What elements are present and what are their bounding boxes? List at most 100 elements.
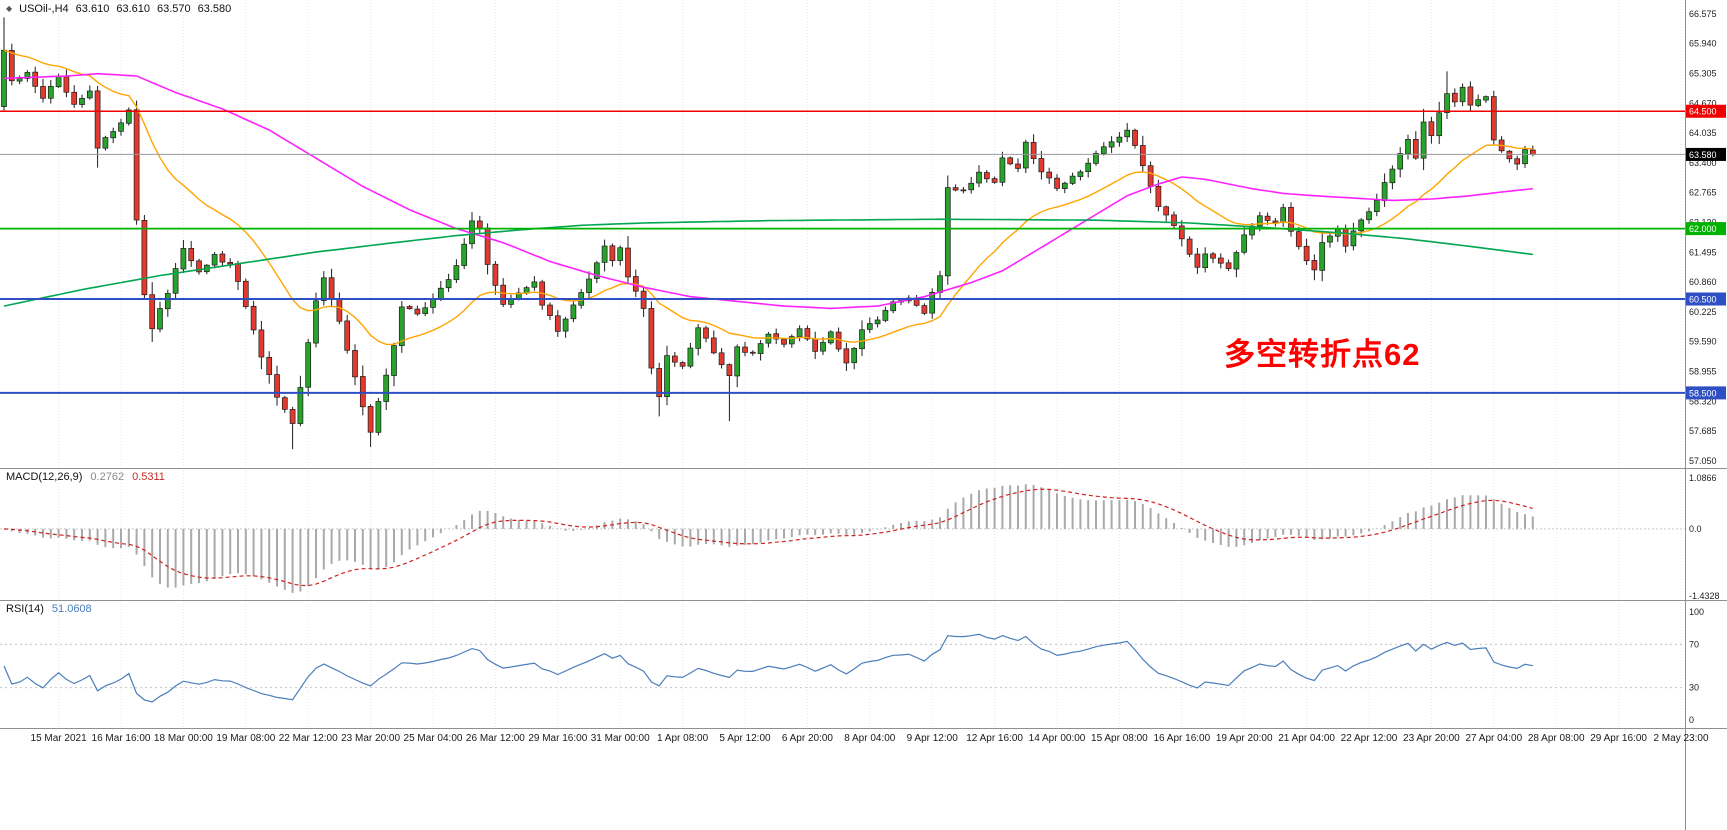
open-value: 63.610 xyxy=(75,3,110,15)
low-value: 63.570 xyxy=(156,3,191,15)
candle-down xyxy=(227,261,234,265)
candle-down xyxy=(492,263,499,286)
price-tick-label: 64.035 xyxy=(1689,128,1717,138)
time-tick-label: 18 Mar 00:00 xyxy=(154,733,213,744)
candle-down xyxy=(952,187,959,191)
candle-up xyxy=(1522,149,1528,165)
candle-up xyxy=(1327,235,1333,243)
candle-down xyxy=(367,406,374,433)
candle-down xyxy=(94,90,101,149)
candle-up xyxy=(757,343,764,354)
candle-up xyxy=(874,319,881,325)
time-tick-label: 8 Apr 04:00 xyxy=(844,733,896,744)
candle-up xyxy=(1280,207,1287,224)
close-value: 63.580 xyxy=(197,3,232,15)
candle-down xyxy=(742,346,748,353)
candle-down xyxy=(1038,158,1045,173)
candle-down xyxy=(679,362,686,367)
candle-down xyxy=(1007,157,1014,165)
candle-up xyxy=(1108,141,1115,148)
time-tick-label: 16 Mar 16:00 xyxy=(92,733,151,744)
candle-up xyxy=(1061,182,1068,189)
candle-up xyxy=(999,157,1006,183)
candle-up xyxy=(118,122,124,132)
candle-up xyxy=(1405,139,1411,155)
candle-down xyxy=(991,178,998,183)
candle-down xyxy=(1303,245,1310,262)
time-tick-label: 14 Apr 00:00 xyxy=(1029,733,1086,744)
candle-down xyxy=(406,306,413,310)
price-tag xyxy=(1686,292,1726,306)
candle-up xyxy=(1124,129,1131,138)
time-tick-label: 28 Apr 08:00 xyxy=(1528,733,1585,744)
candle-up xyxy=(320,277,327,301)
time-tick-label: 12 Apr 16:00 xyxy=(966,733,1023,744)
time-axis-area[interactable] xyxy=(0,729,1685,830)
rsi-indicator-label: RSI(14) 51.0608 xyxy=(6,603,92,615)
macd-main-value: 0.2762 xyxy=(90,471,125,483)
time-tick-label: 23 Apr 20:00 xyxy=(1403,733,1460,744)
candle-down xyxy=(149,294,156,330)
price-axis-area[interactable] xyxy=(1685,0,1727,830)
price-tag xyxy=(1686,104,1726,118)
candle-down xyxy=(921,305,928,314)
candle-down xyxy=(710,337,717,354)
candle-down xyxy=(1194,253,1201,268)
candle-up xyxy=(937,275,943,293)
time-tick-label: 9 Apr 12:00 xyxy=(907,733,959,744)
rsi-tick-label: 30 xyxy=(1689,683,1699,693)
candle-up xyxy=(1100,146,1107,154)
candle-down xyxy=(1186,238,1193,255)
candle-up xyxy=(1436,112,1443,137)
price-tick-label: 57.685 xyxy=(1689,426,1717,436)
candle-up xyxy=(851,347,858,364)
candle-down xyxy=(1171,214,1177,226)
candle-down xyxy=(1272,220,1279,223)
candle-down xyxy=(242,280,249,307)
rsi-tick-label: 70 xyxy=(1689,639,1699,649)
candle-up xyxy=(211,254,218,266)
candle-up xyxy=(890,301,897,312)
time-tick-label: 19 Mar 08:00 xyxy=(216,733,275,744)
candle-down xyxy=(63,76,70,93)
candle-up xyxy=(859,329,865,350)
candle-down xyxy=(1139,145,1146,167)
candle-down xyxy=(1264,215,1271,221)
candle-down xyxy=(609,245,616,262)
price-tick-label: 65.940 xyxy=(1689,39,1717,49)
candle-up xyxy=(24,72,31,79)
candle-up xyxy=(1381,182,1388,202)
instrument-icon: ◆ xyxy=(6,4,13,13)
time-tick-label: 16 Apr 16:00 xyxy=(1153,733,1210,744)
candle-down xyxy=(983,172,990,180)
chart-ohlc-header: ◆ USOil-,H4 63.610 63.610 63.570 63.580 xyxy=(6,3,231,15)
candle-down xyxy=(352,350,358,378)
time-tick-label: 27 Apr 04:00 xyxy=(1465,733,1522,744)
candle-up xyxy=(1256,215,1263,227)
price-tick-label: 62.765 xyxy=(1689,188,1717,198)
candle-down xyxy=(1015,163,1021,169)
price-tick-label: 58.955 xyxy=(1689,367,1717,377)
price-tick-label: 65.305 xyxy=(1689,68,1717,78)
candle-up xyxy=(1116,136,1123,143)
candle-down xyxy=(133,109,140,221)
ma-fast-line xyxy=(3,49,1533,346)
candle-down xyxy=(960,189,967,192)
time-tick-label: 15 Mar 2021 xyxy=(31,733,88,744)
candle-up xyxy=(827,331,834,344)
candle-down xyxy=(625,247,631,278)
candle-up xyxy=(1085,162,1092,173)
candle-up xyxy=(1077,171,1084,177)
candle-down xyxy=(266,356,273,375)
candle-up xyxy=(1233,252,1240,270)
candle-up xyxy=(796,328,803,338)
candle-down xyxy=(554,315,561,332)
candle-down xyxy=(1178,225,1185,240)
ma-medium-line xyxy=(3,72,1533,310)
time-tick-label: 29 Apr 16:00 xyxy=(1590,733,1647,744)
candle-up xyxy=(313,300,319,344)
time-tick-label: 6 Apr 20:00 xyxy=(782,733,834,744)
candle-down xyxy=(8,50,15,82)
candle-up xyxy=(734,346,741,377)
